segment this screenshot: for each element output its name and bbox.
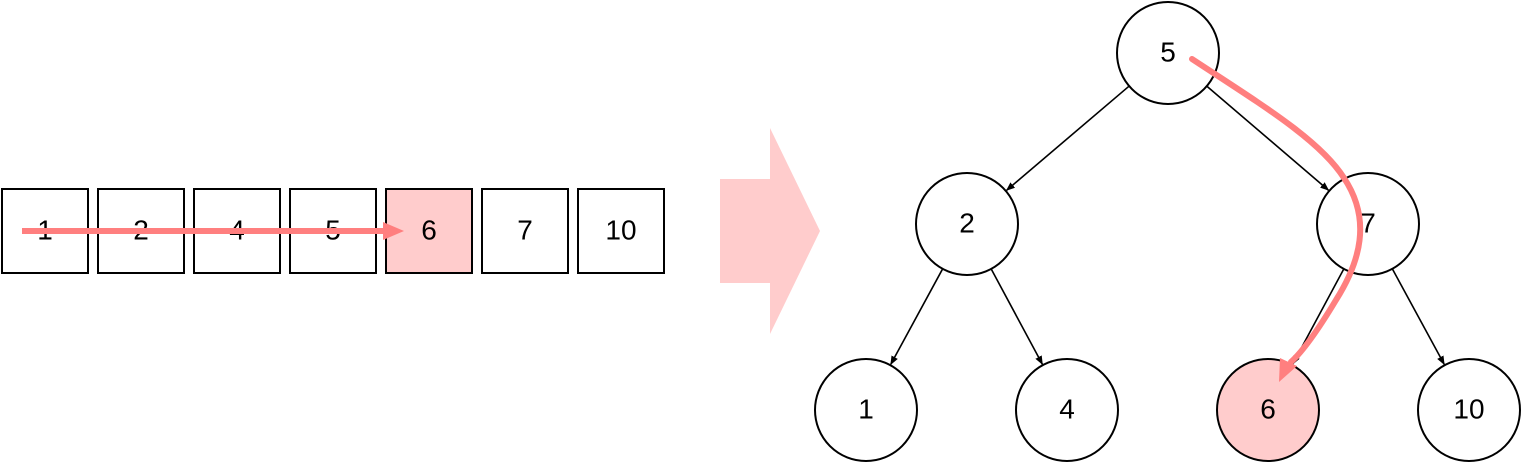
tree-node-circle (1015, 358, 1119, 462)
tree-search-path (1189, 56, 1364, 382)
tree-edge-n2-n1 (890, 268, 944, 366)
tree-node: 7 (1316, 172, 1420, 276)
tree-node: 4 (1015, 358, 1119, 462)
array-cell-label: 10 (605, 214, 636, 245)
tree-node-circle (1417, 358, 1521, 462)
tree-search-arrowhead (1279, 358, 1297, 382)
tree-node-label: 7 (1360, 207, 1376, 238)
transform-arrow (720, 128, 820, 334)
tree-node-circle (814, 358, 918, 462)
tree-node-label: 4 (1059, 393, 1075, 424)
tree-node: 10 (1417, 358, 1521, 462)
tree-node-circle (915, 172, 1019, 276)
tree-node: 2 (915, 172, 1019, 276)
tree-node: 1 (814, 358, 918, 462)
array-cell-box (481, 188, 569, 274)
tree-edge-n5-n7 (1206, 85, 1330, 191)
tree-node-circle (1116, 1, 1220, 105)
tree-node-label: 2 (959, 207, 975, 238)
tree-edge-n5-n2 (1005, 85, 1130, 191)
tree-node-label: 6 (1260, 393, 1276, 424)
tree-search-curve (1189, 56, 1364, 365)
array-cell-label: 7 (517, 214, 533, 245)
tree-node-circle (1216, 358, 1320, 462)
linear-search-path (22, 222, 404, 240)
binary-search-tree: 5 2 7 1 4 6 10 (814, 1, 1521, 462)
tree-node: 6 (1216, 358, 1320, 462)
tree-edge-n2-n4 (990, 268, 1044, 365)
tree-node-label: 10 (1453, 393, 1484, 424)
array-cell: 7 (481, 188, 569, 274)
tree-edges (890, 85, 1445, 366)
array-cell-label: 6 (421, 214, 437, 245)
array-cell: 10 (577, 188, 665, 274)
tree-node-label: 1 (858, 393, 874, 424)
tree-node: 5 (1116, 1, 1220, 105)
tree-node-circle (1316, 172, 1420, 276)
tree-edge-n7-n10 (1391, 268, 1445, 366)
array-cell-box (577, 188, 665, 274)
linear-search-arrowhead (383, 222, 404, 240)
tree-node-label: 5 (1160, 36, 1176, 67)
